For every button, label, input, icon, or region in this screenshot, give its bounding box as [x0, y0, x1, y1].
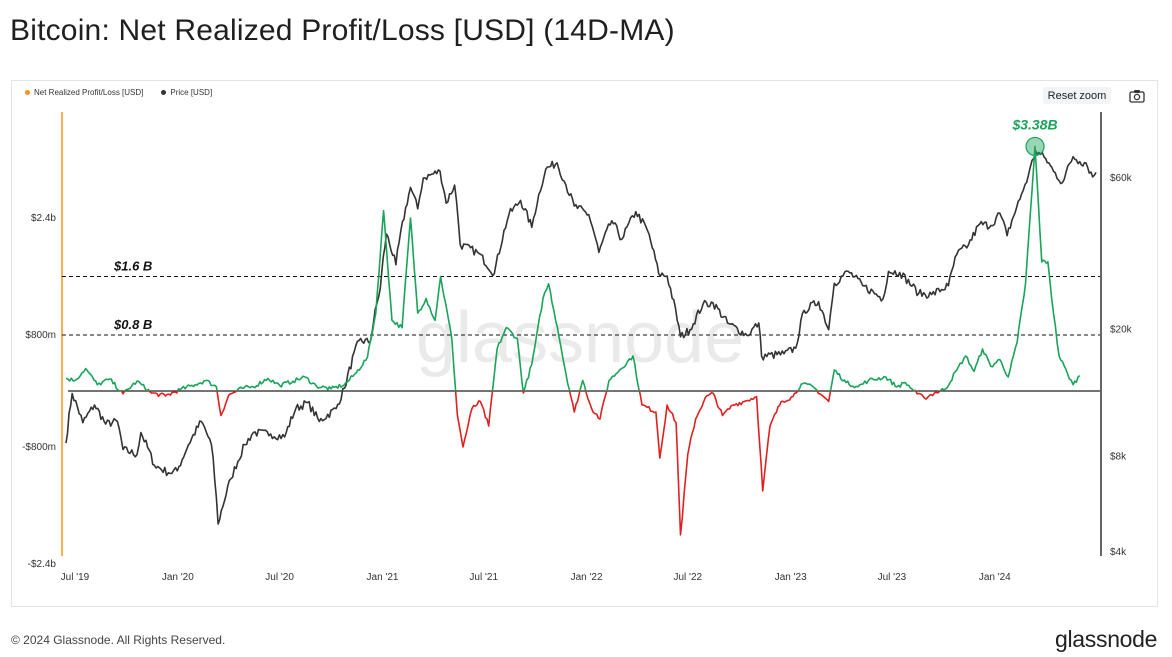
y-left-tick-label: $2.4b [31, 213, 56, 224]
x-tick-label: Jan '22 [571, 572, 603, 583]
peak-marker [1025, 136, 1045, 157]
x-tick-label: Jul '20 [265, 572, 294, 583]
y-left-tick-label: -$2.4b [28, 559, 57, 570]
x-tick-label: Jan '21 [367, 572, 399, 583]
y-left-tick-label: -$800m [22, 442, 56, 453]
price-series-line [65, 150, 1097, 525]
reference-line-label: $0.8 B [113, 317, 152, 332]
y-left-tick-label: $800m [25, 330, 56, 341]
x-tick-label: Jan '23 [775, 572, 807, 583]
x-tick-label: Jul '19 [61, 572, 90, 583]
x-tick-label: Jan '24 [979, 572, 1011, 583]
x-tick-label: Jul '21 [469, 572, 498, 583]
y-right-tick-label: $8k [1110, 451, 1127, 462]
watermark: glassnode [416, 298, 744, 378]
legend-label-netpl: Net Realized Profit/Loss [USD] [34, 88, 144, 97]
reference-lines-layer: $1.6 B $0.8 B [62, 259, 1100, 392]
series-layer [65, 145, 1097, 536]
x-tick-label: Jan '20 [162, 572, 194, 583]
net-pl-positive-line [65, 145, 1081, 391]
legend-label-price: Price [USD] [170, 88, 213, 97]
y-right-tick-label: $60k [1110, 173, 1133, 184]
y-right-tick-label: $4k [1110, 547, 1127, 558]
annotation-layer: $3.38B [1011, 116, 1058, 157]
x-tick-label: Jul '22 [674, 572, 703, 583]
peak-label: $3.38B [1011, 116, 1057, 132]
y-right-tick-label: $20k [1110, 325, 1133, 336]
legend-item-netpl[interactable]: Net Realized Profit/Loss [USD] [25, 88, 143, 97]
legend-item-price[interactable]: Price [USD] [161, 88, 212, 97]
axes-layer: $2.4b $800m -$800m -$2.4b $60k $20k $8k $4k Jul … [22, 112, 1133, 583]
legend-marker-netpl [25, 90, 30, 95]
camera-icon[interactable] [1128, 88, 1146, 104]
net-pl-negative-line [118, 391, 942, 536]
legend-marker-price [161, 90, 167, 95]
reset-zoom-button[interactable]: Reset zoom [1043, 87, 1111, 104]
page-title: Bitcoin: Net Realized Profit/Loss [USD] … [10, 14, 675, 47]
brand-logo: glassnode [1055, 626, 1158, 652]
reference-line-label: $1.6 B [113, 259, 152, 274]
chart-legend: Net Realized Profit/Loss [USD] Price [US… [25, 88, 212, 97]
copyright-text: © 2024 Glassnode. All Rights Reserved. [11, 633, 226, 647]
x-tick-label: Jul '23 [878, 572, 907, 583]
chart-panel [11, 80, 1158, 607]
